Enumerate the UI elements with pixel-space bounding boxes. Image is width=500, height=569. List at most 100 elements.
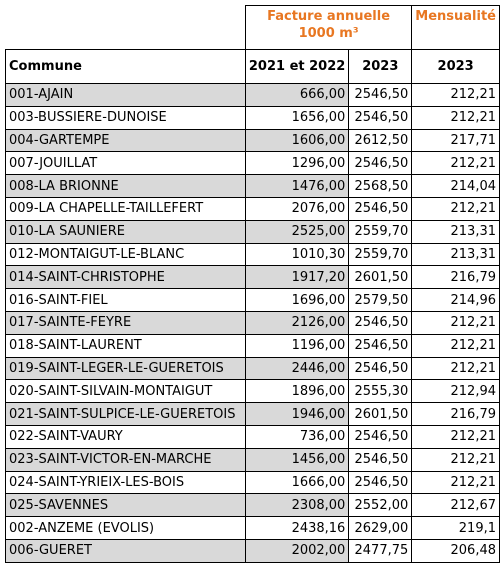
commune: 014-SAINT-CHRISTOPHE xyxy=(5,265,246,290)
commune: 006-GUERET xyxy=(5,538,246,563)
table-row: 021-SAINT-SULPICE-LE-GUERETOIS 1946,00 260… xyxy=(5,402,500,426)
table-row: 019-SAINT-LEGER-LE-GUERETOIS 2446,00 2546,… xyxy=(5,356,500,381)
facture-2021-2022: 2525,00 xyxy=(244,219,350,244)
facture-2021-2022: 1696,00 xyxy=(244,288,350,312)
commune: 004-GARTEMPE xyxy=(5,128,246,153)
commune: 008-LA BRIONNE xyxy=(5,174,246,198)
facture-2023: 2601,50 xyxy=(348,265,413,290)
commune: 022-SAINT-VAURY xyxy=(5,424,246,449)
table-row: 017-SAINTE-FEYRE 2126,00 2546,50 212,21 xyxy=(5,310,500,335)
table-row: 003-BUSSIERE-DUNOISE 1656,00 2546,50 212,21 xyxy=(5,105,500,130)
facture-2021-2022: 1010,30 xyxy=(244,242,350,267)
table-row: 001-AJAIN 666,00 2546,50 212,21 xyxy=(5,83,500,107)
table-row: 022-SAINT-VAURY 736,00 2546,50 212,21 xyxy=(5,424,500,449)
commune: 024-SAINT-YRIEIX-LES-BOIS xyxy=(5,470,246,495)
facture-2021-2022: 1896,00 xyxy=(244,379,350,404)
mensualite-2023: 212,21 xyxy=(411,470,500,495)
facture-2023: 2477,75 xyxy=(348,538,413,563)
facture-2023: 2612,50 xyxy=(348,128,413,153)
table-row: 009-LA CHAPELLE-TAILLEFERT 2076,00 2546,50… xyxy=(5,196,500,221)
facture-2023: 2546,50 xyxy=(348,105,413,130)
facture-2023: 2568,50 xyxy=(348,174,413,198)
facture-2021-2022: 2076,00 xyxy=(244,196,350,221)
table-row: 010-LA SAUNIERE 2525,00 2559,70 213,31 xyxy=(5,219,500,244)
mensualite-2023: 212,21 xyxy=(411,333,500,358)
mensualite-2023: 212,21 xyxy=(411,310,500,335)
facture-2021-2022: 1476,00 xyxy=(244,174,350,198)
facture-2021-2022: 1456,00 xyxy=(244,447,350,472)
table-row: 016-SAINT-FIEL 1696,00 2579,50 214,96 xyxy=(5,288,500,312)
facture-2021-2022: 1606,00 xyxy=(244,128,350,153)
column-header: 2021 et 2022 xyxy=(244,49,350,84)
facture-2023: 2546,50 xyxy=(348,447,413,472)
facture-2023: 2546,50 xyxy=(348,356,413,381)
facture-2021-2022: 1917,20 xyxy=(244,265,350,290)
facture-2023: 2601,50 xyxy=(348,402,413,426)
empty-cell xyxy=(5,5,246,50)
column-header: 2023 xyxy=(348,49,413,84)
column-header: Commune xyxy=(5,49,246,84)
facture-2023: 2546,50 xyxy=(348,333,413,358)
mensualite-2023: 214,04 xyxy=(411,174,500,198)
facture-2021-2022: 1666,00 xyxy=(244,470,350,495)
facture-2023: 2629,00 xyxy=(348,516,413,540)
table-row: 004-GARTEMPE 1606,00 2612,50 217,71 xyxy=(5,128,500,153)
mensualite-2023: 206,48 xyxy=(411,538,500,563)
mensualite-2023: 212,21 xyxy=(411,105,500,130)
facture-2023: 2559,70 xyxy=(348,219,413,244)
facture-2021-2022: 1296,00 xyxy=(244,151,350,176)
mensualite-2023: 217,71 xyxy=(411,128,500,153)
mensualite-2023: 212,21 xyxy=(411,424,500,449)
table-row: 018-SAINT-LAURENT 1196,00 2546,50 212,21 xyxy=(5,333,500,358)
mensualite-2023: 216,79 xyxy=(411,402,500,426)
column-group-header: Facture annuelle 1000 m³ xyxy=(244,5,413,50)
mensualite-2023: 212,21 xyxy=(411,83,500,107)
commune: 012-MONTAIGUT-LE-BLANC xyxy=(5,242,246,267)
facture-2021-2022: 2308,00 xyxy=(244,493,350,518)
table-row: 006-GUERET 2002,00 2477,75 206,48 xyxy=(5,538,500,563)
commune: 025-SAVENNES xyxy=(5,493,246,518)
mensualite-2023: 212,67 xyxy=(411,493,500,518)
facture-2023: 2546,50 xyxy=(348,310,413,335)
mensualite-2023: 213,31 xyxy=(411,219,500,244)
facture-2023: 2579,50 xyxy=(348,288,413,312)
price-table: Facture annuelle 1000 m³ Mensualité Comm… xyxy=(5,5,500,563)
mensualite-2023: 212,21 xyxy=(411,151,500,176)
commune: 007-JOUILLAT xyxy=(5,151,246,176)
table-row: 024-SAINT-YRIEIX-LES-BOIS 1666,00 2546,50 2… xyxy=(5,470,500,495)
facture-2023: 2546,50 xyxy=(348,151,413,176)
facture-2021-2022: 666,00 xyxy=(244,83,350,107)
mensualite-2023: 213,31 xyxy=(411,242,500,267)
facture-2021-2022: 2126,00 xyxy=(244,310,350,335)
facture-2023: 2546,50 xyxy=(348,83,413,107)
commune: 002-ANZEME (EVOLIS) xyxy=(5,516,246,540)
table-row: 008-LA BRIONNE 1476,00 2568,50 214,04 xyxy=(5,174,500,198)
commune: 009-LA CHAPELLE-TAILLEFERT xyxy=(5,196,246,221)
column-group-header: Mensualité xyxy=(411,5,500,50)
table-row: 002-ANZEME (EVOLIS) 2438,16 2629,00 219,1 xyxy=(5,516,500,540)
facture-2021-2022: 736,00 xyxy=(244,424,350,449)
facture-2021-2022: 1946,00 xyxy=(244,402,350,426)
facture-2023: 2555,30 xyxy=(348,379,413,404)
facture-2021-2022: 2438,16 xyxy=(244,516,350,540)
table-row: 012-MONTAIGUT-LE-BLANC 1010,30 2559,70 213,… xyxy=(5,242,500,267)
table-row: 020-SAINT-SILVAIN-MONTAIGUT 1896,00 2555,3… xyxy=(5,379,500,404)
table-row: 007-JOUILLAT 1296,00 2546,50 212,21 xyxy=(5,151,500,176)
facture-2021-2022: 1196,00 xyxy=(244,333,350,358)
facture-2023: 2546,50 xyxy=(348,470,413,495)
column-header: 2023 xyxy=(411,49,500,84)
commune: 018-SAINT-LAURENT xyxy=(5,333,246,358)
mensualite-2023: 219,1 xyxy=(411,516,500,540)
commune: 021-SAINT-SULPICE-LE-GUERETOIS xyxy=(5,402,246,426)
table-row: 014-SAINT-CHRISTOPHE 1917,20 2601,50 216,79 xyxy=(5,265,500,290)
commune: 023-SAINT-VICTOR-EN-MARCHE xyxy=(5,447,246,472)
facture-2023: 2552,00 xyxy=(348,493,413,518)
mensualite-2023: 212,21 xyxy=(411,196,500,221)
commune: 003-BUSSIERE-DUNOISE xyxy=(5,105,246,130)
mensualite-2023: 214,96 xyxy=(411,288,500,312)
commune: 020-SAINT-SILVAIN-MONTAIGUT xyxy=(5,379,246,404)
facture-2021-2022: 2002,00 xyxy=(244,538,350,563)
facture-2023: 2546,50 xyxy=(348,424,413,449)
commune: 019-SAINT-LEGER-LE-GUERETOIS xyxy=(5,356,246,381)
